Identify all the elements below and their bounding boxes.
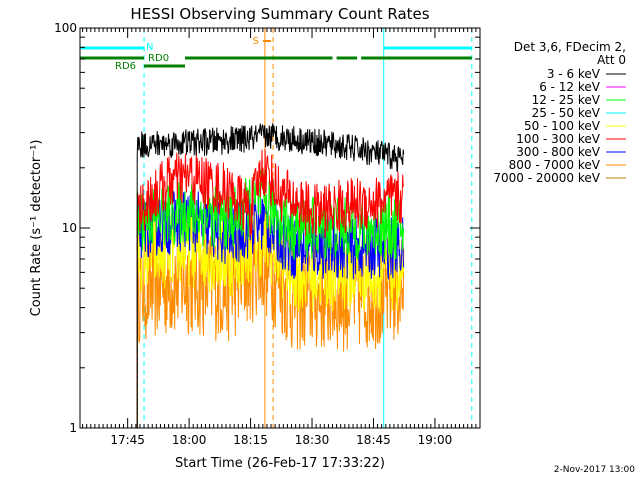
legend-entry-label: 7000 - 20000 keV bbox=[493, 171, 600, 185]
legend-entry-label: 6 - 12 keV bbox=[539, 80, 601, 94]
series-line-12-25-kev bbox=[136, 168, 405, 428]
x-tick-label: 18:30 bbox=[295, 433, 330, 447]
data-series bbox=[136, 123, 405, 428]
chart-title: HESSI Observing Summary Count Rates bbox=[130, 5, 429, 23]
y-tick-label: 1 bbox=[69, 421, 77, 435]
series-line-100-300-kev bbox=[136, 149, 405, 428]
legend-entry-label: 300 - 800 keV bbox=[516, 145, 600, 159]
legend-entry-label: 800 - 7000 keV bbox=[509, 158, 601, 172]
y-tick-label: 100 bbox=[54, 21, 77, 35]
flag-label-rd0: RD0 bbox=[148, 53, 169, 64]
x-tick-label: 17:45 bbox=[110, 433, 145, 447]
legend-entry-label: 50 - 100 keV bbox=[524, 119, 601, 133]
legend-entry-label: 100 - 300 keV bbox=[516, 132, 600, 146]
y-tick-label: 10 bbox=[62, 221, 77, 235]
legend-header-line1: Det 3,6, FDecim 2, bbox=[514, 40, 626, 54]
flag-label-s: S bbox=[253, 36, 259, 47]
legend-entry-label: 3 - 6 keV bbox=[547, 67, 601, 81]
footer-timestamp: 2-Nov-2017 13:00 bbox=[554, 465, 636, 475]
legend-header-line2: Att 0 bbox=[597, 53, 626, 67]
plot-axes: 17:45 18:00 18:15 18:30 18:45 19:00 1 10 100 bbox=[54, 21, 481, 447]
x-tick-label: 18:00 bbox=[172, 433, 207, 447]
legend-entry-label: 12 - 25 keV bbox=[532, 93, 601, 107]
x-tick-label: 18:45 bbox=[356, 433, 391, 447]
series-line-3-6-kev bbox=[136, 123, 405, 428]
legend-entry-label: 25 - 50 keV bbox=[532, 106, 601, 120]
flag-label-rd6: RD6 bbox=[115, 61, 136, 72]
x-tick-label: 18:15 bbox=[233, 433, 268, 447]
x-axis-label: Start Time (26-Feb-17 17:33:22) bbox=[175, 456, 385, 471]
x-tick-label: 19:00 bbox=[418, 433, 453, 447]
flag-label-n: N bbox=[146, 42, 153, 53]
y-axis-label: Count Rate (s⁻¹ detector⁻¹) bbox=[29, 140, 44, 317]
